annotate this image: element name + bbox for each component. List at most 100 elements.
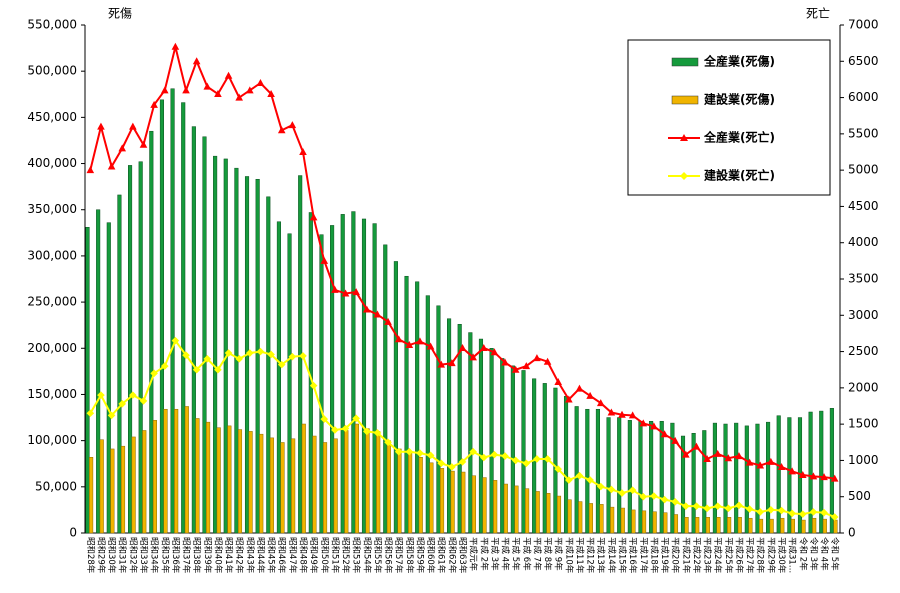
point <box>426 342 435 350</box>
y2-tick-label: 2000 <box>848 380 879 394</box>
point <box>511 456 520 465</box>
x-tick-label: 平成 4年 <box>500 537 511 571</box>
point <box>533 354 541 362</box>
x-tick-label: 平成18年 <box>648 537 659 574</box>
bar <box>574 406 579 534</box>
bar <box>546 493 551 534</box>
y-tick-label: 150,000 <box>27 387 77 401</box>
point <box>735 501 743 510</box>
point <box>331 426 339 434</box>
point <box>267 89 275 97</box>
x-tick-label: 平成 3年 <box>489 537 500 571</box>
x-tick-label: 昭和30年 <box>106 537 117 574</box>
point <box>830 513 839 521</box>
bar <box>429 462 434 534</box>
point <box>522 362 531 370</box>
point <box>86 409 95 418</box>
point <box>373 429 382 437</box>
bar <box>372 223 377 534</box>
bar <box>287 233 292 534</box>
point <box>192 57 201 65</box>
x-tick-label: 昭和29年 <box>95 537 106 574</box>
y2-tick-label: 4500 <box>848 199 879 213</box>
bar <box>89 457 94 534</box>
y-tick-label: 50,000 <box>35 479 77 493</box>
bar <box>174 408 179 534</box>
point <box>809 508 818 516</box>
bar <box>563 396 569 534</box>
bar <box>439 468 445 534</box>
point <box>224 71 233 79</box>
bar <box>471 475 476 534</box>
point <box>405 341 414 349</box>
y2-tick-label: 7000 <box>848 18 879 32</box>
point <box>660 430 669 438</box>
point <box>533 455 541 463</box>
point <box>150 100 158 108</box>
bar <box>812 517 817 534</box>
x-tick-label: 昭和37年 <box>181 537 192 574</box>
point <box>129 391 137 399</box>
point <box>384 438 392 447</box>
bar <box>727 517 732 534</box>
point <box>745 505 754 513</box>
point <box>596 482 605 491</box>
bar <box>128 165 133 534</box>
x-tick-label: 昭和52年 <box>340 537 351 574</box>
bar <box>556 495 562 534</box>
y2-tick-label: 5500 <box>848 126 879 140</box>
point <box>639 419 648 427</box>
bar <box>131 436 136 534</box>
point <box>224 349 233 357</box>
bar <box>120 445 126 534</box>
point <box>745 458 754 466</box>
point <box>373 310 382 318</box>
x-tick-label: 平成 7年 <box>531 537 542 571</box>
x-tick-label: 昭和57年 <box>393 537 404 574</box>
bar <box>333 438 338 534</box>
point <box>86 166 95 174</box>
bar <box>344 430 349 534</box>
x-tick-label: 昭和48年 <box>297 537 308 574</box>
bar <box>96 209 101 534</box>
bar <box>585 408 590 534</box>
bar <box>397 448 402 534</box>
point <box>820 473 828 481</box>
point <box>777 506 786 515</box>
point <box>469 447 477 456</box>
point <box>671 497 679 506</box>
bar <box>291 438 296 534</box>
bar <box>482 477 487 534</box>
x-tick-label: 平成13年 <box>595 537 606 574</box>
bar <box>202 136 207 534</box>
x-tick-label: 昭和56年 <box>383 537 394 574</box>
x-tick-label: 昭和47年 <box>287 537 298 574</box>
y-axis-title: 死傷 <box>108 6 132 21</box>
y-tick-label: 250,000 <box>27 295 77 309</box>
y-tick-label: 0 <box>69 526 77 540</box>
point <box>448 359 456 367</box>
x-tick-label: 昭和61年 <box>436 537 447 574</box>
x-tick-label: 平成24年 <box>712 537 723 574</box>
bar <box>181 102 186 534</box>
point <box>565 395 573 403</box>
legend-swatch <box>671 57 699 67</box>
bar <box>149 130 154 534</box>
x-tick-label: 昭和51年 <box>329 537 340 574</box>
x-tick-label: 昭和62年 <box>446 537 457 574</box>
bar <box>755 423 760 534</box>
x-tick-label: 昭和63年 <box>457 537 468 574</box>
x-tick-label: 令和 5年 <box>829 537 840 571</box>
bar <box>758 518 764 534</box>
point <box>671 436 679 444</box>
point <box>756 461 765 469</box>
point <box>618 489 626 497</box>
bar <box>266 196 271 534</box>
x-tick-label: 昭和60年 <box>425 537 436 574</box>
x-tick-label: 平成12年 <box>585 537 596 574</box>
bar <box>787 417 792 534</box>
y2-tick-label: 500 <box>848 489 871 503</box>
x-tick-label: 昭和32年 <box>127 537 138 574</box>
x-tick-label: 昭和46年 <box>276 537 287 574</box>
bar <box>85 227 90 534</box>
